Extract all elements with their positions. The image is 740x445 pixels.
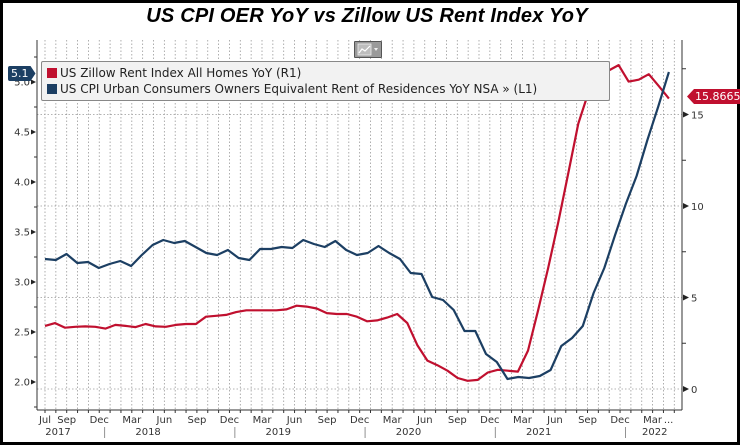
legend-label-cpi: US CPI Urban Consumers Owners Equivalent… xyxy=(60,82,538,96)
right-axis-ticks: 0 5 10 15 xyxy=(682,68,704,396)
x-tick-label: Dec xyxy=(90,415,109,426)
legend-swatch-cpi xyxy=(47,84,57,94)
left-tick-mark xyxy=(31,129,36,135)
x-year-label: 2020 xyxy=(396,427,421,438)
x-year-label: 2019 xyxy=(266,427,291,438)
chart-title: US CPI OER YoY vs Zillow US Rent Index Y… xyxy=(146,5,588,27)
x-tick-label: Sep xyxy=(57,415,76,426)
legend-item-cpi[interactable]: US CPI Urban Consumers Owners Equivalent… xyxy=(47,81,537,97)
left-axis-ticks: 2.0 2.5 3.0 3.5 4.0 4.5 5.0 xyxy=(14,56,37,408)
left-tick-label: 4.0 xyxy=(14,178,30,189)
left-last-value-tag: 5.1 xyxy=(8,66,36,81)
x-year-label: 2022 xyxy=(642,427,667,438)
legend-swatch-zillow xyxy=(47,68,57,78)
left-tick-mark xyxy=(31,179,36,185)
left-tick-mark xyxy=(31,79,36,85)
left-tick-label: 3.5 xyxy=(14,228,30,239)
x-tick-label: Mar xyxy=(122,415,142,426)
right-tick-label: 0 xyxy=(691,385,697,396)
x-tick-label: Dec xyxy=(350,415,369,426)
right-tick-label: 15 xyxy=(691,111,704,122)
legend-item-zillow[interactable]: US Zillow Rent Index All Homes YoY (R1) xyxy=(47,65,301,81)
x-tick-label: Mar xyxy=(643,415,663,426)
x-tick-label: Mar xyxy=(383,415,403,426)
series-lines xyxy=(44,63,670,382)
x-axis-ticks: Jul Sep Dec Mar Jun Sep Dec Mar Jun Sep Dec Mar Jun S… xyxy=(38,410,675,438)
x-year-label: 2017 xyxy=(45,427,70,438)
left-tick-mark xyxy=(31,379,36,385)
chart-type-button[interactable] xyxy=(354,41,382,58)
left-tick-label: 4.5 xyxy=(14,128,30,139)
x-tick-label: Dec xyxy=(610,415,629,426)
x-tick-label: Sep xyxy=(187,415,206,426)
right-last-value-tag: 15.8665 xyxy=(687,89,740,104)
x-tick-label: Jun xyxy=(156,415,173,426)
x-tick-label: Dec xyxy=(220,415,239,426)
left-tick-label: 2.5 xyxy=(14,328,30,339)
chart-legend: US Zillow Rent Index All Homes YoY (R1) … xyxy=(41,61,610,101)
x-tick-label: Jun xyxy=(416,415,433,426)
left-tick-label: 5.0 xyxy=(14,78,30,89)
right-tick-label: 5 xyxy=(691,294,697,305)
x-tick-label: Sep xyxy=(578,415,597,426)
chevron-down-icon xyxy=(374,48,378,51)
x-tick-label: Sep xyxy=(318,415,337,426)
line-chart-icon xyxy=(357,43,378,56)
right-tick-mark xyxy=(683,111,689,118)
left-tick-mark xyxy=(31,279,36,285)
x-tick-label: Sep xyxy=(448,415,467,426)
right-tick-mark xyxy=(683,203,689,209)
left-tick-mark xyxy=(31,229,36,235)
right-tick-mark xyxy=(683,386,689,392)
x-tick-label: Mar xyxy=(253,415,273,426)
x-year-label: 2021 xyxy=(526,427,551,438)
x-tick-label: Mar xyxy=(513,415,533,426)
left-tick-label: 2.0 xyxy=(14,378,30,389)
legend-label-zillow: US Zillow Rent Index All Homes YoY (R1) xyxy=(60,66,302,80)
left-tick-label: 3.0 xyxy=(14,278,30,289)
right-tick-label: 10 xyxy=(691,202,704,213)
x-tick-label: Jun xyxy=(286,415,303,426)
x-tick-label: ... xyxy=(664,415,674,426)
x-year-label: 2018 xyxy=(135,427,160,438)
left-tick-mark xyxy=(31,329,36,335)
x-tick-label: Jul xyxy=(38,415,51,426)
x-tick-label: Jun xyxy=(546,415,563,426)
series-line-cpi xyxy=(44,71,670,381)
x-tick-label: Dec xyxy=(480,415,499,426)
grid-lines xyxy=(37,40,682,410)
right-tick-mark xyxy=(683,294,689,301)
